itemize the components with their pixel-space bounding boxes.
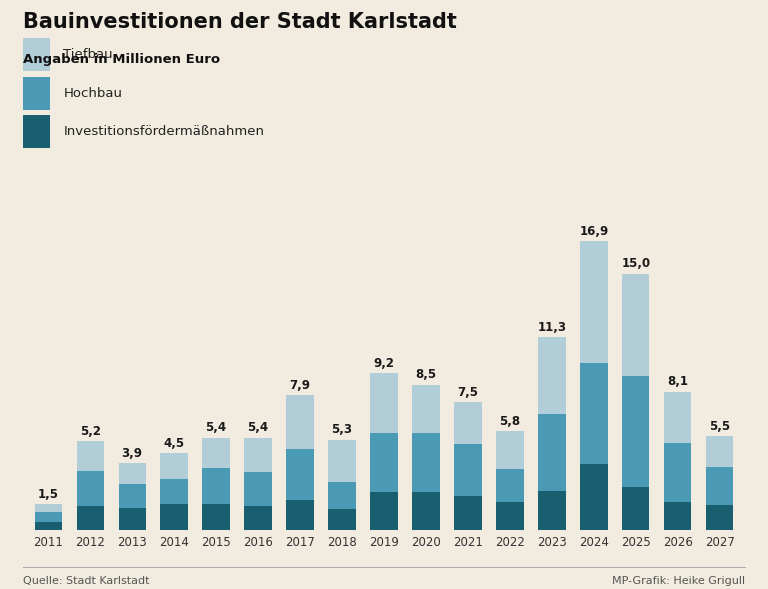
Bar	[538, 337, 565, 414]
Bar	[203, 504, 230, 530]
Text: 7,9: 7,9	[290, 379, 310, 392]
Bar	[244, 472, 272, 506]
Bar	[329, 509, 356, 530]
Bar	[538, 491, 565, 530]
Text: 5,4: 5,4	[247, 422, 269, 435]
Bar	[286, 501, 313, 530]
Bar	[580, 241, 607, 363]
Text: 5,2: 5,2	[80, 425, 101, 438]
Bar	[118, 508, 146, 530]
Text: 8,5: 8,5	[415, 369, 436, 382]
Bar	[664, 443, 691, 502]
Bar	[455, 402, 482, 444]
Bar	[622, 487, 650, 530]
Text: 7,5: 7,5	[458, 386, 478, 399]
Bar	[370, 492, 398, 530]
Bar	[35, 512, 62, 522]
Bar	[286, 449, 313, 501]
Text: 15,0: 15,0	[621, 257, 650, 270]
Bar	[580, 464, 607, 530]
Text: Investitionsfördermäßnahmen: Investitionsfördermäßnahmen	[63, 125, 264, 138]
Text: 5,8: 5,8	[499, 415, 521, 428]
Bar	[496, 431, 524, 469]
Text: 5,4: 5,4	[206, 422, 227, 435]
Bar	[664, 392, 691, 443]
FancyBboxPatch shape	[23, 77, 50, 110]
Bar	[35, 522, 62, 530]
Bar	[370, 433, 398, 492]
FancyBboxPatch shape	[23, 38, 50, 71]
Bar	[706, 436, 733, 467]
Bar	[203, 468, 230, 504]
Bar	[244, 506, 272, 530]
Text: Bauinvestitionen der Stadt Karlstadt: Bauinvestitionen der Stadt Karlstadt	[23, 12, 457, 32]
Bar	[370, 373, 398, 433]
Text: 1,5: 1,5	[38, 488, 58, 501]
Text: 4,5: 4,5	[164, 437, 184, 450]
Bar	[706, 505, 733, 530]
Bar	[706, 467, 733, 505]
Text: Tiefbau: Tiefbau	[63, 48, 113, 61]
Bar	[244, 438, 272, 472]
FancyBboxPatch shape	[23, 115, 50, 148]
Bar	[622, 274, 650, 376]
Text: 3,9: 3,9	[121, 447, 143, 460]
Text: Hochbau: Hochbau	[63, 87, 122, 100]
Bar	[329, 439, 356, 482]
Text: 5,3: 5,3	[332, 423, 353, 436]
Bar	[77, 506, 104, 530]
Bar	[161, 454, 188, 479]
Bar	[412, 433, 439, 492]
Bar	[118, 484, 146, 508]
Bar	[455, 444, 482, 495]
Text: MP-Grafik: Heike Grigull: MP-Grafik: Heike Grigull	[612, 576, 745, 586]
Bar	[412, 492, 439, 530]
Bar	[455, 495, 482, 530]
Bar	[412, 385, 439, 433]
Bar	[329, 482, 356, 509]
Bar	[118, 464, 146, 484]
Text: 8,1: 8,1	[667, 375, 688, 388]
Text: 5,5: 5,5	[709, 420, 730, 433]
Bar	[622, 376, 650, 487]
Text: 16,9: 16,9	[579, 225, 608, 238]
Bar	[35, 504, 62, 512]
Text: Quelle: Stadt Karlstadt: Quelle: Stadt Karlstadt	[23, 576, 150, 586]
Bar	[538, 414, 565, 491]
Bar	[203, 438, 230, 468]
Bar	[496, 469, 524, 502]
Text: 9,2: 9,2	[373, 356, 395, 369]
Bar	[77, 441, 104, 471]
Bar	[496, 502, 524, 530]
Text: Angaben in Millionen Euro: Angaben in Millionen Euro	[23, 53, 220, 66]
Bar	[580, 363, 607, 464]
Text: 11,3: 11,3	[538, 320, 566, 333]
Bar	[286, 395, 313, 449]
Bar	[161, 479, 188, 504]
Bar	[161, 504, 188, 530]
Bar	[77, 471, 104, 506]
Bar	[664, 502, 691, 530]
